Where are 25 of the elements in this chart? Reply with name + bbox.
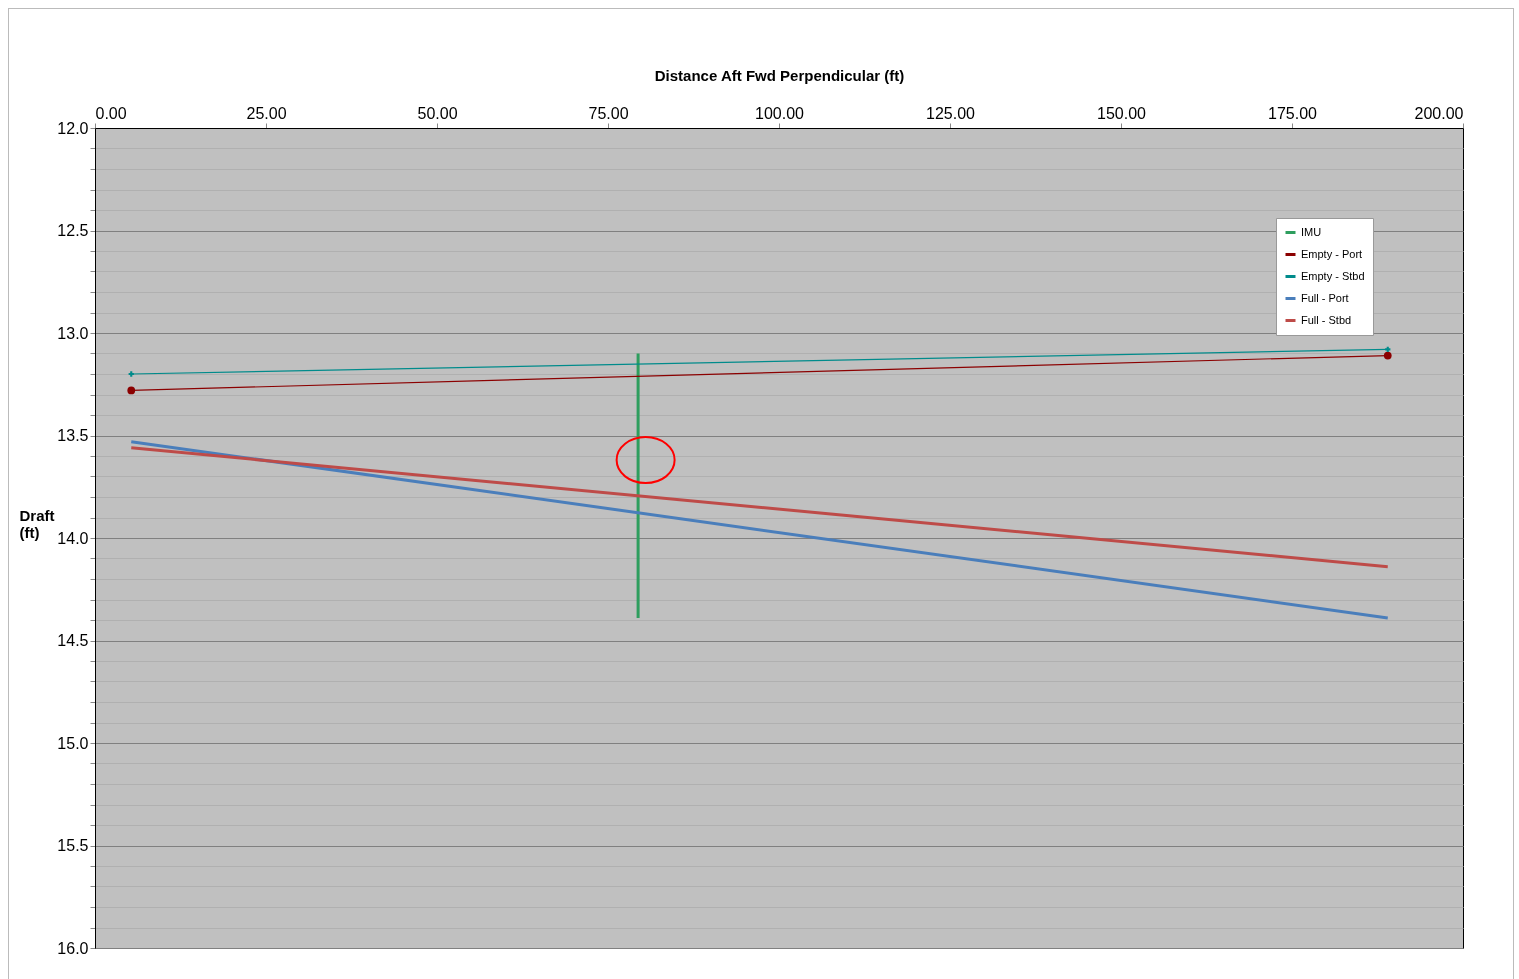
y-tick-label: 16.0 (57, 939, 89, 957)
y-tick-label: 14.0 (57, 529, 89, 547)
legend-label: IMU (1301, 225, 1322, 238)
y-tick-label: 12.0 (57, 119, 89, 137)
x-tick-label: 50.00 (417, 104, 458, 122)
legend-label: Full - Port (1301, 291, 1349, 304)
x-axis-title: Distance Aft Fwd Perpendicular (ft) (654, 66, 905, 84)
x-tick-label: 0.00 (95, 104, 127, 122)
x-tick-label: 200.00 (1414, 104, 1464, 122)
legend-label: Full - Stbd (1301, 313, 1352, 326)
x-tick-label: 150.00 (1097, 104, 1147, 122)
x-tick-label: 100.00 (755, 104, 805, 122)
x-tick-label: 125.00 (926, 104, 976, 122)
y-axis-title: Draft (ft) (19, 506, 55, 541)
y-tick-label: 12.5 (57, 222, 89, 239)
x-tick-label: 25.00 (246, 104, 287, 122)
y-tick-label: 14.5 (57, 632, 89, 649)
y-tick-label: 15.0 (57, 734, 89, 752)
y-tick-label: 15.5 (57, 837, 89, 854)
y-tick-label: 13.0 (57, 324, 89, 342)
y-tick-label: 13.5 (57, 427, 89, 444)
legend-label: Empty - Port (1301, 247, 1363, 260)
x-tick-label: 175.00 (1268, 104, 1318, 122)
x-tick-label: 75.00 (588, 104, 629, 122)
legend-label: Empty - Stbd (1301, 269, 1365, 282)
